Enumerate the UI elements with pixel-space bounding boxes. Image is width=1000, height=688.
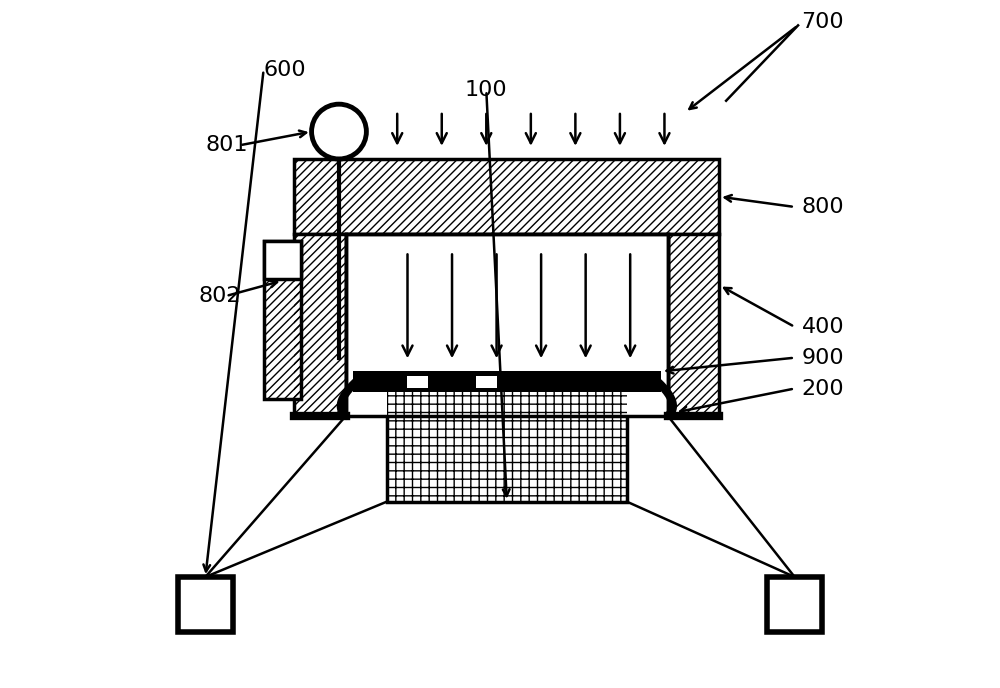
- Bar: [294, 159, 719, 235]
- Bar: [294, 235, 346, 416]
- Bar: [668, 235, 719, 416]
- Bar: [407, 376, 428, 388]
- Bar: [668, 235, 719, 416]
- Circle shape: [312, 104, 366, 159]
- Bar: [294, 235, 346, 416]
- Bar: [387, 389, 627, 502]
- Bar: [346, 235, 668, 416]
- Bar: [294, 159, 719, 235]
- Text: 800: 800: [801, 197, 844, 217]
- Bar: [264, 241, 301, 279]
- Text: 900: 900: [801, 347, 844, 367]
- Bar: [264, 241, 301, 399]
- Text: 700: 700: [801, 12, 844, 32]
- Text: 802: 802: [199, 286, 241, 306]
- Bar: [264, 241, 301, 399]
- Bar: [353, 372, 661, 392]
- Text: 801: 801: [205, 136, 248, 155]
- Bar: [387, 389, 627, 502]
- Text: 400: 400: [801, 317, 844, 337]
- Bar: [476, 376, 497, 388]
- Text: 600: 600: [264, 60, 306, 80]
- Text: 100: 100: [465, 80, 508, 100]
- Bar: [767, 577, 822, 632]
- Text: 200: 200: [801, 378, 844, 398]
- Bar: [178, 577, 233, 632]
